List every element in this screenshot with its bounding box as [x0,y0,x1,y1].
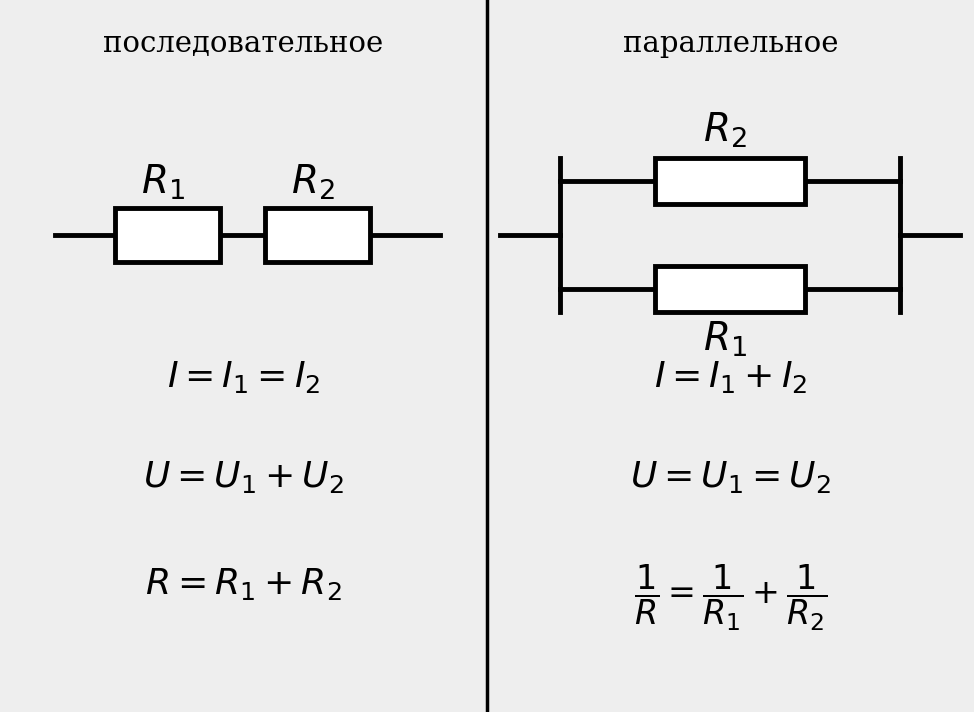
Text: $U = U_1 = U_2$: $U = U_1 = U_2$ [630,459,831,495]
Text: $R_2$: $R_2$ [703,110,747,150]
Text: $I = I_1 = I_2$: $I = I_1 = I_2$ [167,360,320,395]
Text: параллельное: параллельное [622,30,839,58]
Text: $R_1$: $R_1$ [703,320,747,360]
Text: $R_1$: $R_1$ [140,162,184,202]
Bar [655,158,805,204]
Bar [655,266,805,312]
Bar [115,208,220,262]
Text: $R = R_1 + R_2$: $R = R_1 + R_2$ [145,566,342,602]
Text: $I = I_1 + I_2$: $I = I_1 + I_2$ [654,360,807,395]
Text: $\dfrac{1}{R} = \dfrac{1}{R_1} + \dfrac{1}{R_2}$: $\dfrac{1}{R} = \dfrac{1}{R_1} + \dfrac{… [634,563,827,633]
Bar [265,208,370,262]
Text: последовательное: последовательное [103,30,384,58]
Text: $R_2$: $R_2$ [290,162,334,202]
Text: $U = U_1 + U_2$: $U = U_1 + U_2$ [143,459,344,495]
